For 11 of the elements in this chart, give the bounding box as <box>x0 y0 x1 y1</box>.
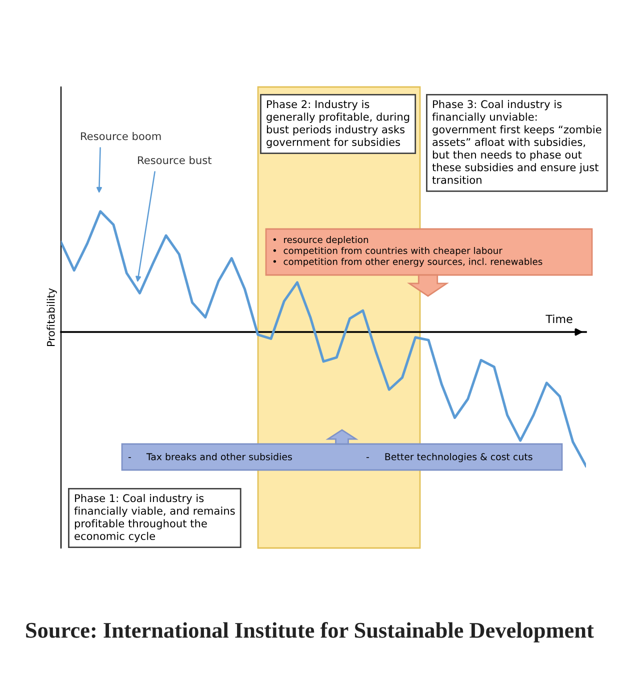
text: Phase 3: Coal industry is financially unviable: government first keeps “zombie assets” afloat with subsidies, but then needs to phase out these subsidies and ensure just transition <box>432 100 602 184</box>
annotation: • resource depletion • competition from countries with cheaper labour • competition from other energy sources, incl. renewables <box>273 236 542 267</box>
y-axis-title: Profitability <box>46 288 57 346</box>
text: Phase 2: Industry is generally profitable, during bust periods industry asks government for subsidies <box>266 100 410 148</box>
text: Resource bust <box>138 156 212 164</box>
annotation: - Tax breaks and other subsidies <box>128 453 292 460</box>
annotation: - Better technologies & cost cuts <box>366 453 532 462</box>
source-note: Source: International Institute for Sustainable Development <box>26 622 594 642</box>
x-axis-title: Time <box>546 314 572 324</box>
text: Resource boom <box>81 132 161 140</box>
text: Phase 1: Coal industry is financially viable, and remains profitable throughout the economic cycle <box>74 494 235 542</box>
